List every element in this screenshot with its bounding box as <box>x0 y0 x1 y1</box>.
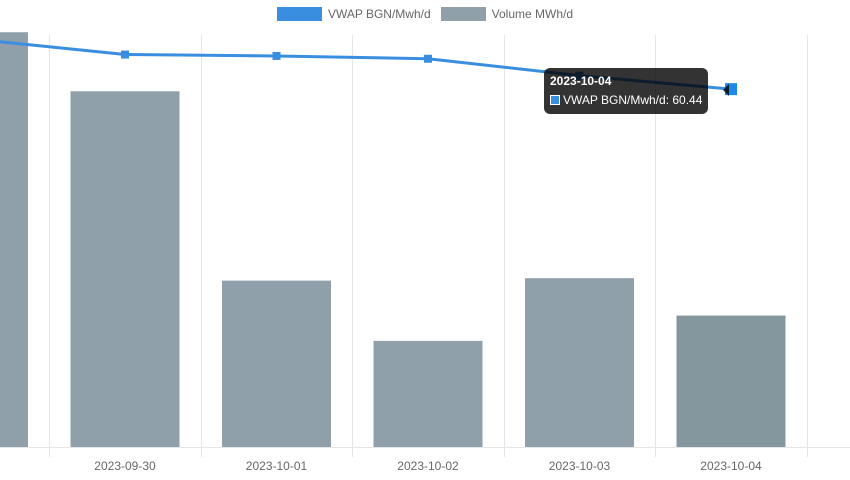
x-tick-label: 2023-10-01 <box>246 459 308 473</box>
tooltip: 2023-10-04 VWAP BGN/Mwh/d: 60.44 <box>544 68 709 114</box>
legend-swatch-volume <box>440 7 486 21</box>
volume-bar[interactable] <box>676 315 786 447</box>
x-tick-label: 2023-10-04 <box>700 459 762 473</box>
vwap-point[interactable] <box>272 51 281 60</box>
vwap-point[interactable] <box>424 54 432 63</box>
volume-bar[interactable] <box>525 278 634 447</box>
x-tick-label: 2023-10-02 <box>397 459 459 473</box>
tooltip-caret <box>723 84 729 96</box>
x-tick-label: 2023-10-03 <box>549 459 611 473</box>
tooltip-title: 2023-10-04 <box>550 74 612 88</box>
tooltip-swatch <box>550 95 560 105</box>
volume-bar[interactable] <box>70 91 180 448</box>
tooltip-row: VWAP BGN/Mwh/d: 60.44 <box>550 92 702 108</box>
legend-item-volume[interactable]: Volume MWh/d <box>440 7 574 21</box>
volume-bar[interactable] <box>222 280 331 447</box>
volume-bar[interactable] <box>373 340 483 447</box>
x-tick-label: 2023-09-30 <box>94 459 156 473</box>
legend: VWAP BGN/Mwh/d Volume MWh/d <box>0 7 850 21</box>
tooltip-label: VWAP BGN/Mwh/d: 60.44 <box>563 93 703 107</box>
vwap-point[interactable] <box>121 50 129 59</box>
legend-label-vwap: VWAP BGN/Mwh/d <box>327 7 431 21</box>
legend-swatch-vwap <box>276 7 322 21</box>
legend-label-volume: Volume MWh/d <box>491 7 574 21</box>
volume-bar[interactable] <box>0 32 28 448</box>
legend-item-vwap[interactable]: VWAP BGN/Mwh/d <box>276 7 431 21</box>
